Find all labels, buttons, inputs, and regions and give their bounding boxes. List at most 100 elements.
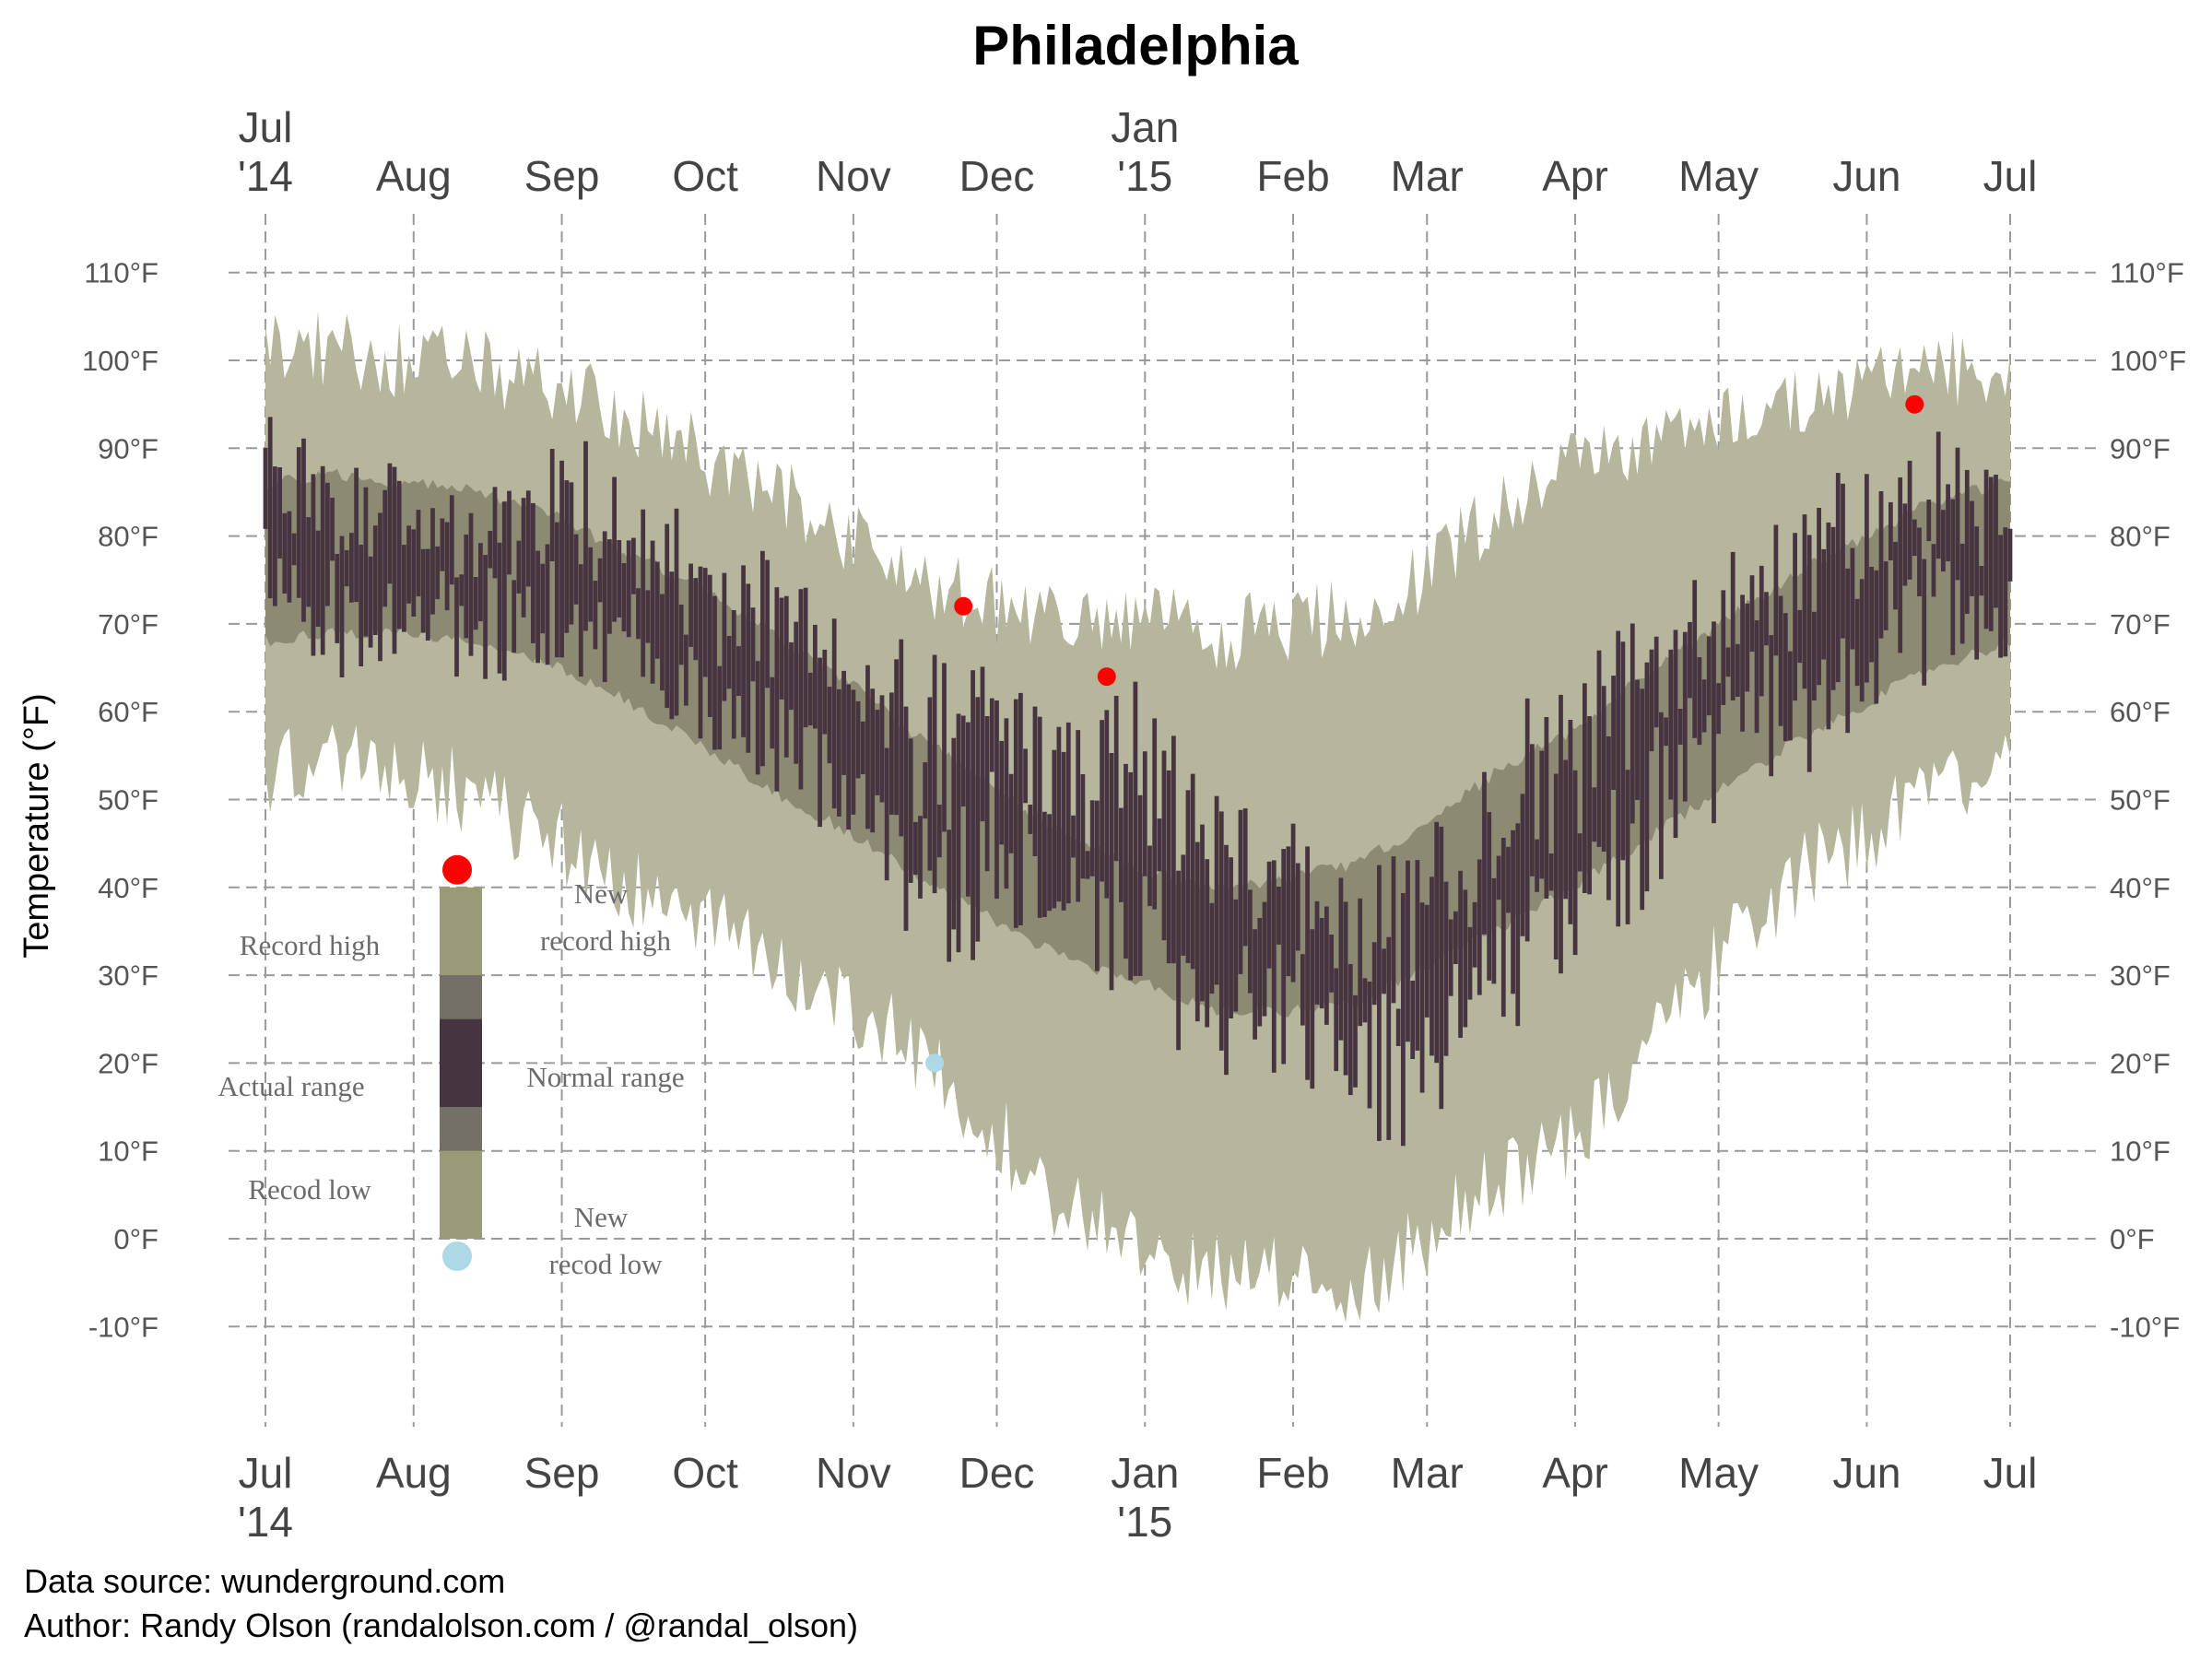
actual-range-bar — [1616, 630, 1621, 927]
actual-range-bar — [1037, 716, 1042, 918]
legend-new-record-low-dot — [442, 1241, 472, 1272]
actual-range-bar — [559, 460, 564, 658]
plot-area — [263, 311, 2013, 1323]
actual-range-bar — [1745, 603, 1750, 692]
actual-range-bar — [1487, 812, 1492, 981]
right-y-tick-label: 50°F — [2110, 784, 2171, 817]
bottom-tick-month-label: Jul — [239, 1449, 293, 1497]
actual-range-bar — [416, 510, 421, 597]
actual-range-bar — [1305, 846, 1310, 1080]
actual-range-bar — [1496, 855, 1501, 900]
actual-range-bar — [702, 568, 708, 677]
top-tick-month-label: Jul — [239, 103, 293, 151]
actual-range-bar — [1959, 543, 1965, 644]
actual-range-bar — [1347, 964, 1353, 1096]
actual-range-bar — [354, 467, 359, 603]
actual-range-bar — [746, 583, 751, 753]
new-record-markers — [925, 394, 1924, 1073]
top-tick-month-label: Dec — [959, 152, 1035, 200]
actual-range-bar — [378, 512, 382, 662]
legend-actual-range-label: Actual range — [218, 1070, 364, 1102]
actual-range-bar — [1166, 770, 1171, 964]
actual-range-bar — [1190, 773, 1195, 970]
actual-range-bar — [1998, 535, 2003, 658]
actual-range-bar — [1085, 851, 1090, 879]
actual-range-bar — [1677, 709, 1683, 745]
actual-range-bar — [1477, 859, 1482, 995]
actual-range-bar — [1185, 790, 1191, 963]
left-y-tick-label: 20°F — [98, 1047, 159, 1079]
actual-range-bar — [621, 563, 627, 632]
actual-range-bar — [497, 542, 502, 674]
actual-range-bar — [1415, 860, 1420, 1051]
top-tick-month-label: Sep — [524, 152, 600, 200]
actual-range-bar — [1157, 818, 1162, 872]
actual-range-bar — [540, 563, 546, 634]
actual-range-bar — [1524, 698, 1530, 942]
actual-range-bar — [1171, 735, 1176, 964]
actual-range-bar — [827, 687, 832, 764]
actual-range-bar — [1395, 1008, 1401, 1046]
actual-range-bar — [1850, 547, 1855, 650]
actual-range-bar — [636, 588, 641, 640]
actual-range-bar — [1568, 720, 1573, 924]
actual-range-bar — [1830, 526, 1836, 690]
actual-range-bar — [665, 524, 670, 709]
actual-range-bar — [1334, 968, 1339, 1072]
actual-range-bar — [1065, 722, 1071, 904]
actual-range-bar — [593, 581, 598, 650]
actual-range-bar — [1902, 503, 1908, 586]
actual-range-bar — [1983, 469, 1989, 629]
actual-range-bar — [1539, 750, 1545, 879]
actual-range-bar — [597, 558, 603, 603]
actual-range-bar — [1802, 514, 1807, 689]
actual-range-bar — [1587, 716, 1592, 895]
actual-range-bar — [588, 547, 594, 622]
actual-range-bar — [1391, 856, 1396, 1004]
bottom-tick-month-label: Jun — [1832, 1449, 1900, 1497]
actual-range-bar — [1406, 860, 1410, 1042]
left-y-tick-label: 90°F — [98, 432, 159, 465]
actual-range-bar — [755, 661, 760, 775]
legend-actual-swatch — [440, 1018, 482, 1108]
actual-range-bar — [402, 545, 406, 632]
actual-range-bar — [320, 465, 325, 655]
actual-range-bar — [1458, 870, 1463, 1038]
actual-range-bar — [1845, 568, 1851, 734]
actual-range-bar — [1439, 826, 1444, 1110]
actual-range-bar — [1697, 657, 1702, 746]
bottom-tick-year-label: '15 — [1117, 1498, 1172, 1546]
actual-range-bar — [1869, 567, 1874, 663]
new-record-high-marker — [954, 596, 973, 616]
actual-range-bar — [966, 722, 971, 897]
actual-range-bar — [1324, 906, 1329, 1025]
actual-range-bar — [626, 540, 631, 638]
actual-range-bar — [936, 805, 942, 858]
actual-range-bar — [774, 587, 780, 792]
new-record-low-marker — [925, 1053, 945, 1073]
actual-range-bar — [488, 531, 493, 569]
actual-range-bar — [1778, 595, 1783, 726]
actual-range-bar — [899, 639, 904, 837]
actual-range-bar — [387, 463, 393, 584]
actual-range-bar — [1854, 598, 1860, 687]
top-tick-month-label: Feb — [1256, 152, 1329, 200]
legend-new-record-high-dot — [442, 854, 472, 885]
actual-range-bar — [908, 738, 913, 883]
actual-range-bar — [654, 561, 660, 659]
actual-range-bar — [1572, 770, 1578, 956]
legend-record-low-label: Recod low — [248, 1173, 371, 1206]
actual-range-bar — [507, 490, 512, 575]
bottom-tick-month-label: Oct — [672, 1449, 738, 1497]
left-y-tick-label: 80°F — [98, 521, 159, 553]
actual-range-bar — [1769, 635, 1774, 777]
actual-range-bar — [1290, 823, 1296, 982]
actual-range-bar — [1544, 717, 1549, 899]
actual-range-bar — [1821, 548, 1827, 660]
actual-range-bar — [1653, 636, 1659, 728]
new-record-high-marker — [1097, 667, 1116, 687]
actual-range-bar — [1209, 902, 1215, 994]
actual-range-bar — [1463, 889, 1468, 1028]
actual-range-bar — [783, 595, 789, 758]
top-tick-month-label: Oct — [672, 152, 738, 200]
